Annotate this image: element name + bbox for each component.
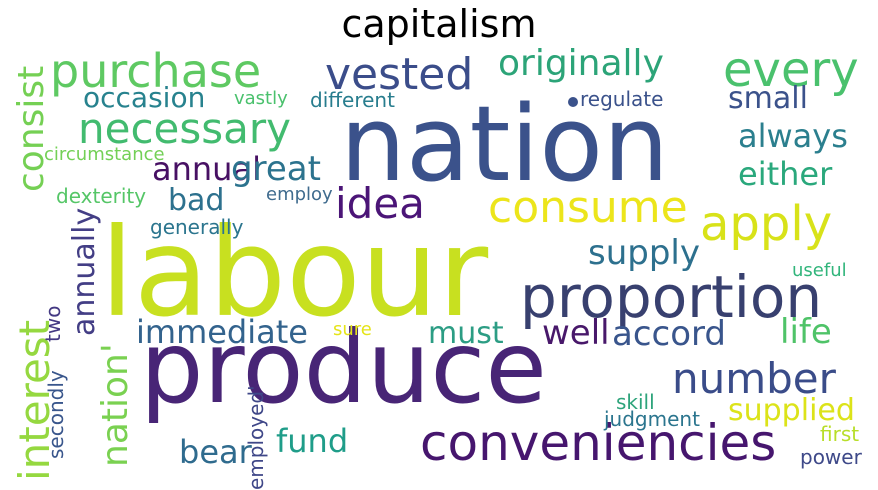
word-vested: vested [325,49,474,100]
word-proportion: proportion [520,263,823,331]
word-judgment: judgment [604,407,700,431]
word-purchase: purchase [50,44,262,98]
word-circumstance: circumstance [44,144,165,165]
word-generally: generally [150,215,244,239]
word-originally: originally [498,43,664,84]
word-annually: annually [67,207,102,336]
word-fund: fund [276,422,349,460]
word-bad: bad [168,183,225,218]
word-annual: annual [152,150,261,188]
word-must: must [428,316,504,351]
word-well: well [542,313,610,353]
word-consume: consume [488,182,688,233]
word-great: great [231,149,321,189]
word-accord: accord [612,314,726,354]
word-skill: skill [616,390,655,414]
word-labour: labour [100,202,489,344]
word-different: different [310,88,395,112]
word-useful: useful [792,260,847,281]
word-conveniencies: conveniencies [420,414,777,472]
word-immediate: immediate [136,313,308,351]
word-nation: nation' [95,343,136,467]
word-regulate: regulate [580,87,664,111]
word-secondly: secondly [44,370,68,459]
word-bear: bear [179,433,252,471]
word-life: life [780,312,832,352]
word-idea: idea [335,179,425,228]
word-first: first [820,422,860,446]
word-employ: employ [266,184,333,205]
word-supply: supply [588,233,700,273]
word-consist: consist [11,65,52,192]
word-either: either [738,155,833,193]
dot-mark [568,97,578,107]
word-number: number [672,354,836,403]
word-supplied: supplied [728,393,855,428]
cloud-title: capitalism [341,2,537,46]
word-every: every [723,42,859,98]
word-occasion: occasion [83,81,206,114]
word-produce: produce [140,309,547,426]
word-two: two [41,305,65,342]
word-apply: apply [700,196,833,252]
word-sure: sure [333,319,372,340]
word-always: always [738,117,848,155]
word-dexterity: dexterity [56,184,147,208]
word-nation: nation [340,83,669,205]
word-vastly: vastly [234,88,288,109]
word-power: power [800,445,862,469]
word-necessary: necessary [78,104,292,153]
word-employed: employed' [244,385,268,490]
word-small: small [728,81,808,116]
